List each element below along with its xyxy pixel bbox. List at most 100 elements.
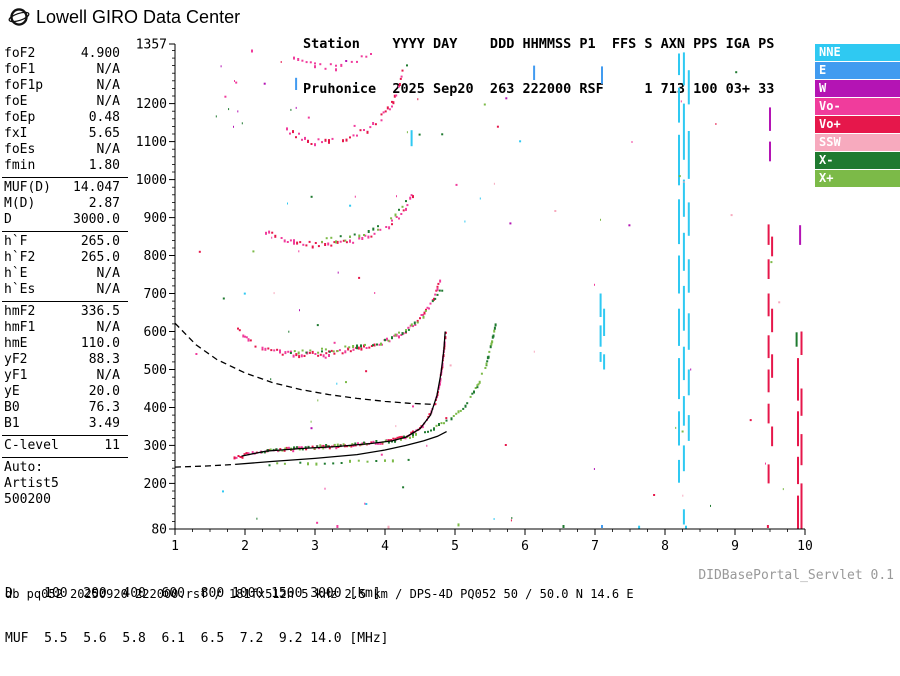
noise-dot <box>270 378 272 381</box>
echo-dot <box>366 130 369 134</box>
noise-dot <box>235 81 238 84</box>
echo-dot <box>314 353 317 355</box>
echo-dot <box>381 343 383 346</box>
echo-dot <box>294 447 297 450</box>
echo-dot <box>442 354 445 357</box>
echo-dot <box>381 441 384 444</box>
echo-dot <box>293 56 295 60</box>
noise-dot <box>298 250 300 253</box>
parameter-panel: foF2 4.900 foF1 N/A foF1p N/A foE N/A foEp 0.48 fx… <box>2 44 128 511</box>
noise-dot <box>710 504 711 507</box>
echo-dot <box>388 226 391 230</box>
echo-dot <box>370 441 373 444</box>
param-label: Auto: <box>4 460 44 475</box>
noise-dot <box>316 324 319 327</box>
param-row-fof1p: foF1p N/A <box>2 78 128 94</box>
echo-dot <box>436 293 439 296</box>
echo-dot <box>354 444 357 447</box>
echo-dot <box>444 336 447 339</box>
echo-dot <box>353 233 356 236</box>
echo-dot <box>280 237 283 239</box>
interference-strip <box>599 293 602 317</box>
echo-dot <box>443 346 446 350</box>
param-value: 265.0 <box>80 234 120 249</box>
echo-dot <box>441 359 444 362</box>
interference-strip <box>599 325 602 347</box>
echo-dot <box>339 444 342 448</box>
echo-dot <box>398 208 400 211</box>
echo-dot <box>436 285 439 288</box>
echo-dot <box>241 455 244 459</box>
echo-dot <box>283 448 286 452</box>
echo-dot <box>441 289 444 292</box>
echo-dot <box>336 350 339 352</box>
noise-dot <box>198 250 201 253</box>
station-header-line1: Station YYYY DAY DDD HHMMSS P1 FFS S AXN… <box>303 36 775 52</box>
echo-dot <box>328 445 330 448</box>
param-label: h`Es <box>4 282 36 297</box>
y-tick-label: 1100 <box>136 135 167 150</box>
param-row-foes: foEs N/A <box>2 142 128 158</box>
echo-dot <box>363 344 365 348</box>
echo-dot <box>307 139 309 143</box>
echo-dot <box>305 448 308 451</box>
echo-dot <box>344 239 347 242</box>
echo-dot <box>268 449 271 452</box>
echo-dot <box>253 452 256 455</box>
echo-dot <box>358 237 361 240</box>
echo-dot <box>384 439 387 442</box>
echo-dot <box>279 349 281 353</box>
echo-dot <box>402 435 405 439</box>
interference-strip <box>682 509 685 525</box>
echo-dot <box>423 422 426 425</box>
echo-dot <box>335 240 337 244</box>
echo-dot <box>487 355 490 359</box>
muf-row: MUF 5.5 5.6 5.8 6.1 6.5 7.2 9.2 14.0 [MH… <box>5 631 389 646</box>
noise-dot <box>365 503 368 505</box>
noise-dot <box>519 140 522 143</box>
echo-dot <box>314 143 316 147</box>
param-value: N/A <box>96 142 120 157</box>
noise-dot <box>782 488 784 491</box>
echo-dot <box>381 441 384 445</box>
echo-dot <box>452 415 455 417</box>
noise-dot <box>324 487 326 490</box>
param-label: hmE <box>4 336 28 351</box>
echo-dot <box>387 439 390 442</box>
echo-dot <box>289 350 292 353</box>
noise-dot <box>412 405 414 408</box>
echo-dot <box>317 351 320 354</box>
echo-dot <box>351 443 354 446</box>
echo-dot <box>436 396 438 399</box>
speck <box>251 49 253 53</box>
echo-dot <box>260 451 263 454</box>
noise-dot <box>765 462 766 465</box>
echo-dot <box>410 194 413 197</box>
param-value: 336.5 <box>80 304 120 319</box>
echo-dot <box>407 326 410 329</box>
echo-dot <box>317 138 320 141</box>
noise-dot <box>418 133 421 136</box>
legend-item-e: E <box>815 62 900 79</box>
y-tick-label: 200 <box>144 477 167 492</box>
echo-dot <box>251 451 254 455</box>
interference-strip <box>678 134 680 186</box>
interference-strip <box>603 354 606 370</box>
echo-dot <box>357 346 360 350</box>
echo-dot <box>434 403 437 406</box>
echo-dot <box>430 410 433 414</box>
echo-dot <box>400 334 403 336</box>
echo-dot <box>444 336 447 340</box>
interference-strip <box>295 77 298 90</box>
interference-strip <box>771 236 774 257</box>
echo-dot <box>335 446 338 450</box>
noise-dot <box>310 195 313 198</box>
echo-dot <box>305 244 308 247</box>
echo-dot <box>377 228 379 231</box>
x-tick-label: 1 <box>171 539 179 554</box>
echo-dot <box>423 311 426 315</box>
echo-dot <box>434 293 437 296</box>
echo-dot <box>413 321 416 325</box>
noise-dot <box>594 283 595 286</box>
param-label: yF1 <box>4 368 28 383</box>
